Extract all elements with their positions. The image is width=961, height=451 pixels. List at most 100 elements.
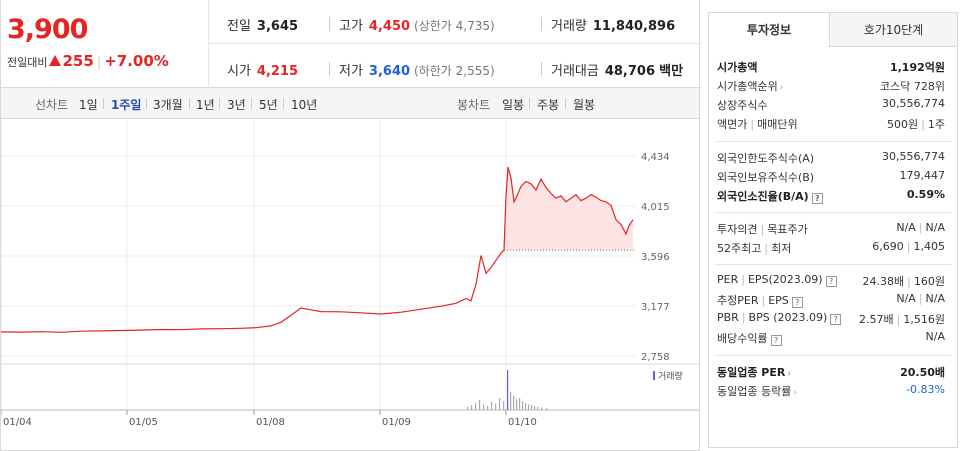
- divider: [715, 212, 951, 213]
- divider: [715, 264, 951, 265]
- w52-low-label: 최저: [771, 242, 792, 255]
- shares-row: 상장주식수 30,556,774: [717, 97, 945, 113]
- amount-label: 거래대금: [551, 64, 599, 79]
- investment-info-panel: 투자정보 호가10단계 시가총액 1,192억원 시가총액순위 › 코스닥 728위 …: [708, 12, 958, 448]
- period-3y[interactable]: 3년: [227, 98, 246, 112]
- tab-orderbook-10[interactable]: 호가10단계: [830, 13, 957, 47]
- help-icon[interactable]: ?: [770, 335, 782, 346]
- x-axis-ticks: 01/04 01/05 01/08 01/09 01/10: [1, 410, 537, 428]
- volume-bar: [546, 408, 548, 410]
- line-chart-title: 선차트: [35, 98, 69, 112]
- bps-value: 1,516원: [903, 313, 945, 326]
- prev-close-value: 3,645: [256, 19, 299, 34]
- volume-bar: [467, 406, 469, 410]
- volume-bar: [519, 398, 521, 410]
- high-label: 고가: [339, 19, 363, 34]
- info-tabs: 투자정보 호가10단계: [709, 13, 957, 47]
- help-icon[interactable]: ?: [825, 276, 837, 287]
- high-value: 4,450: [368, 19, 411, 34]
- est-per-row: 추정PER | EPS? N/A | N/A: [717, 292, 945, 308]
- chevron-right-icon: ›: [787, 369, 792, 379]
- volume-bar: [483, 404, 485, 410]
- par-row: 액면가 | 매매단위 500원 | 1주: [717, 118, 945, 131]
- market-cap-rank-label: 시가총액순위: [717, 80, 778, 93]
- candle-monthly[interactable]: 월봉: [573, 98, 596, 112]
- volume-bar: [541, 407, 543, 410]
- week52-row: 52주최고 | 최저 6,690 | 1,405: [717, 240, 945, 255]
- divider: [209, 43, 701, 44]
- divider: [251, 98, 252, 109]
- par-label: 액면가: [717, 118, 748, 131]
- volume-bar: [479, 400, 481, 410]
- opinion-label: 투자의견: [717, 223, 758, 236]
- foreign-limit-label: 외국인한도주식수(A): [717, 152, 815, 165]
- foreign-hold-row: 외국인보유주식수(B) 179,447: [717, 169, 945, 185]
- high-price: 고가 4,450 (상한가 4,735): [339, 15, 495, 34]
- current-price: 3,900: [7, 14, 88, 45]
- y-tick-label: 3,596: [641, 252, 670, 263]
- volume-legend: 거래량: [653, 370, 683, 382]
- foreign-ratio-label: 외국인소진율(B/A): [717, 190, 809, 203]
- volume-bar: [531, 405, 533, 410]
- market-cap-rank-row[interactable]: 시가총액순위 › 코스닥 728위: [717, 78, 945, 94]
- volume-bar: [528, 404, 530, 410]
- x-tick-label: 01/09: [382, 417, 411, 428]
- period-1d[interactable]: 1일: [79, 98, 98, 112]
- period-10y[interactable]: 10년: [291, 98, 318, 112]
- divider: [189, 98, 190, 109]
- change-row: 전일대비 255 | +7.00%: [7, 52, 169, 70]
- sector-per-value: 20.50배: [900, 366, 945, 379]
- x-tick-label: 01/10: [508, 417, 537, 428]
- volume-bar: [503, 401, 505, 410]
- period-1w[interactable]: 1주일: [111, 98, 142, 112]
- est-per-value: N/A: [896, 292, 916, 305]
- chart-period-bar: 선차트 1일 1주일 3개월 1년 3년 5년 10년 봉차트 일봉 주봉 월봉: [1, 88, 699, 119]
- volume-bar: [513, 396, 515, 410]
- help-icon[interactable]: ?: [791, 297, 803, 308]
- trade-unit-value: 1주: [927, 118, 945, 131]
- foreign-hold-value: 179,447: [899, 169, 946, 182]
- est-per-label: 추정PER: [717, 294, 759, 307]
- candle-weekly[interactable]: 주봉: [537, 98, 560, 112]
- dividend-value: N/A: [925, 330, 945, 343]
- candle-daily[interactable]: 일봉: [502, 98, 525, 112]
- volume-bar: [507, 370, 509, 410]
- volume-bar: [475, 402, 477, 410]
- candle-chart-title: 봉차트: [457, 98, 491, 112]
- est-eps-label: EPS: [768, 294, 789, 307]
- pbr-row: PBR | BPS (2023.09)? 2.57배 | 1,516원: [717, 311, 945, 326]
- divider: [146, 98, 147, 109]
- sector-rate-row[interactable]: 동일업종 등락률 › -0.83%: [717, 383, 945, 399]
- change-rate: +7.00%: [104, 52, 169, 70]
- period-1y[interactable]: 1년: [196, 98, 215, 112]
- shares-label: 상장주식수: [717, 99, 768, 112]
- period-5y[interactable]: 5년: [259, 98, 278, 112]
- w52-high-label: 52주최고: [717, 242, 762, 255]
- x-tick-label: 01/05: [129, 417, 158, 428]
- bps-label: BPS (2023.09): [748, 311, 828, 324]
- quote-summary: 3,900 전일대비 255 | +7.00% 전일 3,645 고가 4,450 (상한가…: [1, 0, 701, 88]
- volume-bar: [471, 405, 473, 410]
- sector-rate-label: 동일업종 등락률: [717, 385, 792, 398]
- chevron-right-icon: ›: [779, 83, 784, 93]
- low-price: 저가 3,640 (하한가 2,555): [339, 60, 495, 79]
- y-tick-label: 3,177: [641, 302, 670, 313]
- sector-per-row[interactable]: 동일업종 PER › 20.50배: [717, 364, 945, 380]
- divider: [715, 355, 951, 356]
- tab-investment-info[interactable]: 투자정보: [709, 13, 830, 47]
- volume-bar: [491, 402, 493, 410]
- change-amount: 255: [62, 52, 94, 70]
- divider: [715, 141, 951, 142]
- help-icon[interactable]: ?: [811, 193, 823, 204]
- period-3m[interactable]: 3개월: [153, 98, 183, 112]
- help-icon[interactable]: ?: [830, 314, 842, 325]
- pbr-label: PBR: [717, 311, 739, 324]
- trade-amount: 거래대금 48,706 백만: [551, 60, 683, 79]
- market-cap-value: 1,192억원: [889, 61, 945, 74]
- reference-area: [504, 167, 634, 251]
- volume-bar: [510, 392, 512, 410]
- volume-bar: [525, 402, 527, 410]
- divider: [529, 98, 530, 109]
- price-box: 3,900 전일대비 255 | +7.00%: [1, 0, 209, 88]
- divider: [103, 98, 104, 109]
